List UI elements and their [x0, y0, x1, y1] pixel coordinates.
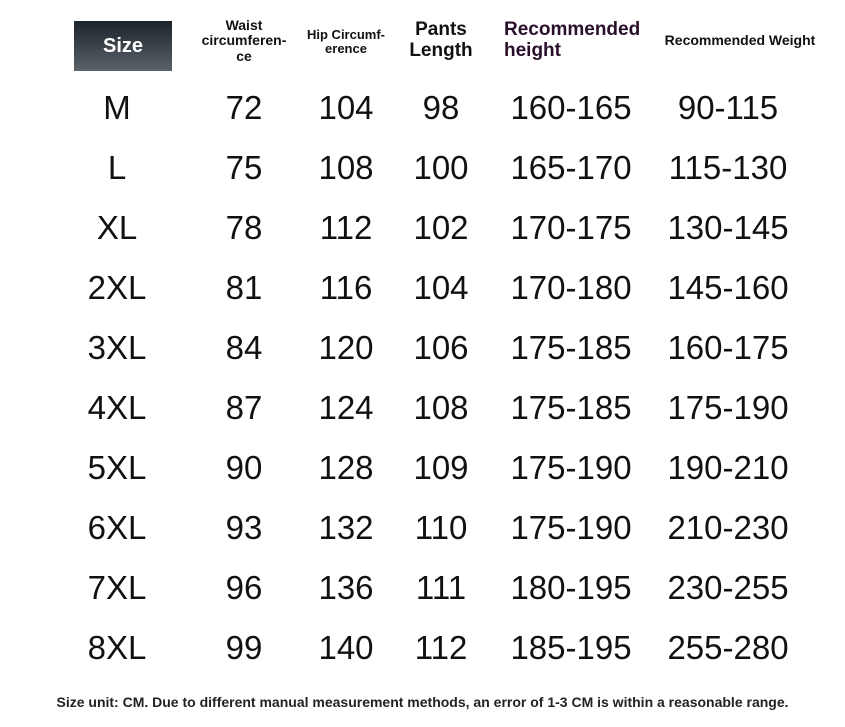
cell-size: L: [107, 149, 127, 186]
cell-waist: 90: [225, 449, 263, 486]
cell-height: 170-180: [510, 269, 632, 306]
cell-weight: 210-230: [667, 509, 789, 546]
cell-height: 175-190: [510, 449, 632, 486]
cell-size: 7XL: [87, 569, 147, 606]
cell-hip: 124: [318, 389, 374, 426]
cell-size: 6XL: [87, 509, 147, 546]
table-row: 8XL 99 140 112 185-195 255-280: [0, 618, 845, 678]
cell-weight: 230-255: [667, 569, 789, 606]
table-row: 7XL 96 136 111 180-195 230-255: [0, 558, 845, 618]
cell-hip: 116: [319, 269, 373, 306]
cell-pants-length: 102: [413, 209, 469, 246]
cell-weight: 130-145: [667, 209, 789, 246]
table-row: M 72 104 98 160-165 90-115: [0, 78, 845, 138]
cell-height: 175-185: [510, 329, 632, 366]
cell-waist: 87: [225, 389, 263, 426]
cell-size: 4XL: [87, 389, 147, 426]
table-row: 6XL 93 132 110 175-190 210-230: [0, 498, 845, 558]
header-hip: Hip Circumf- erence: [307, 27, 385, 57]
table-row: 5XL 90 128 109 175-190 190-210: [0, 438, 845, 498]
cell-size: 2XL: [87, 269, 147, 306]
cell-weight: 255-280: [667, 629, 789, 666]
cell-waist: 78: [225, 209, 263, 246]
cell-waist: 99: [225, 629, 263, 666]
cell-pants-length: 106: [413, 329, 469, 366]
cell-weight: 145-160: [667, 269, 789, 306]
cell-pants-length: 110: [414, 509, 468, 546]
cell-waist: 84: [225, 329, 263, 366]
cell-pants-length: 111: [415, 569, 467, 606]
cell-hip: 112: [319, 209, 373, 246]
cell-hip: 128: [318, 449, 374, 486]
table-row: L 75 108 100 165-170 115-130: [0, 138, 845, 198]
cell-hip: 140: [318, 629, 374, 666]
header-size: Size: [74, 21, 172, 71]
cell-size: 3XL: [87, 329, 147, 366]
cell-pants-length: 112: [414, 629, 468, 666]
cell-waist: 93: [225, 509, 263, 546]
header-waist: Waist circumferen- ce: [201, 17, 287, 64]
cell-waist: 81: [225, 269, 263, 306]
size-note: Size unit: CM. Due to different manual m…: [56, 694, 789, 710]
table-row: 2XL 81 116 104 170-180 145-160: [0, 258, 845, 318]
header-recommended-height: Recommended height: [504, 19, 641, 61]
cell-height: 175-185: [510, 389, 632, 426]
cell-hip: 120: [318, 329, 374, 366]
cell-waist: 75: [225, 149, 263, 186]
cell-height: 170-175: [510, 209, 632, 246]
cell-hip: 104: [318, 89, 374, 126]
cell-pants-length: 108: [413, 389, 469, 426]
cell-size: M: [103, 89, 131, 126]
cell-waist: 96: [225, 569, 263, 606]
cell-weight: 115-130: [668, 149, 788, 186]
cell-hip: 136: [318, 569, 374, 606]
cell-size: XL: [96, 209, 138, 246]
cell-pants-length: 104: [413, 269, 469, 306]
header-pants-length: Pants Length: [409, 19, 473, 61]
cell-pants-length: 109: [413, 449, 469, 486]
cell-size: 5XL: [87, 449, 147, 486]
cell-height: 185-195: [510, 629, 632, 666]
cell-hip: 132: [318, 509, 374, 546]
cell-height: 160-165: [510, 89, 632, 126]
cell-pants-length: 100: [413, 149, 469, 186]
cell-size: 8XL: [87, 629, 147, 666]
cell-weight: 90-115: [677, 89, 779, 126]
cell-weight: 160-175: [667, 329, 789, 366]
cell-height: 180-195: [510, 569, 632, 606]
header-recommended-weight: Recommended Weight: [664, 32, 816, 48]
cell-pants-length: 98: [422, 89, 460, 126]
cell-height: 175-190: [510, 509, 632, 546]
cell-waist: 72: [225, 89, 263, 126]
cell-hip: 108: [318, 149, 374, 186]
cell-weight: 175-190: [667, 389, 789, 426]
cell-weight: 190-210: [667, 449, 789, 486]
table-row: XL 78 112 102 170-175 130-145: [0, 198, 845, 258]
table-row: 3XL 84 120 106 175-185 160-175: [0, 318, 845, 378]
cell-height: 165-170: [510, 149, 632, 186]
table-row: 4XL 87 124 108 175-185 175-190: [0, 378, 845, 438]
